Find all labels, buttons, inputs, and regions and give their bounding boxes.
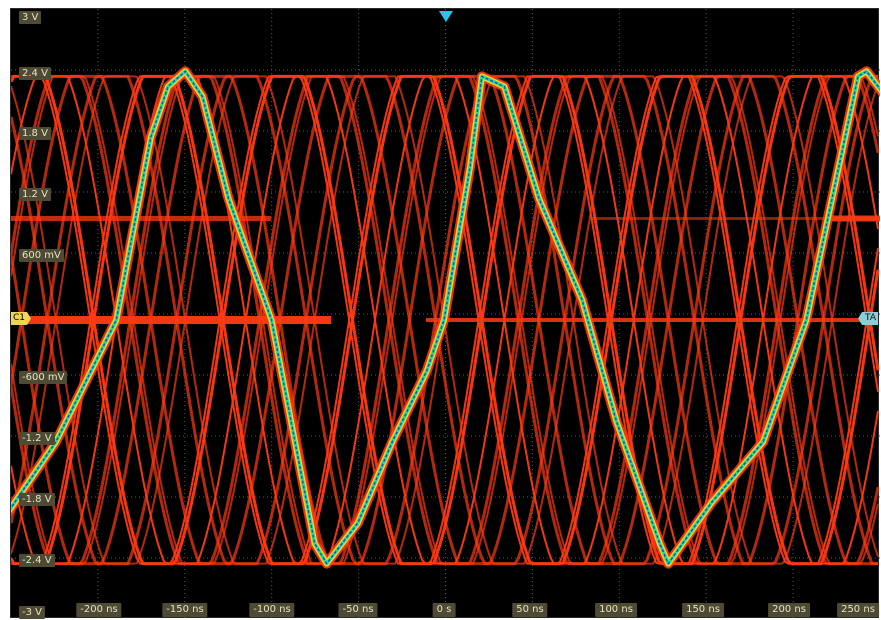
y-tick-label: 1.2 V: [19, 188, 51, 201]
y-tick-label: 3 V: [19, 11, 42, 24]
trigger-position-marker[interactable]: [439, 11, 453, 22]
x-tick-label: 150 ns: [682, 603, 724, 617]
y-tick-label: -3 V: [19, 606, 45, 619]
y-tick-label: 1.8 V: [19, 127, 51, 140]
x-tick-label: 250 ns: [837, 603, 879, 617]
waveform-plot: [11, 9, 880, 619]
oscilloscope-display: 3 V 2.4 V 1.8 V 1.2 V 600 mV -600 mV -1.…: [10, 8, 880, 619]
trigger-level-marker[interactable]: TA: [858, 312, 878, 325]
dominant-trace-core: [11, 70, 880, 565]
ghost-trace: [11, 74, 880, 566]
x-tick-label: 100 ns: [595, 603, 637, 617]
x-tick-label: -200 ns: [76, 603, 122, 617]
ghost-trace: [11, 75, 879, 565]
y-tick-label: -2.4 V: [19, 554, 55, 567]
channel-marker[interactable]: C1: [11, 312, 32, 325]
x-tick-label: -150 ns: [162, 603, 208, 617]
ghost-trace: [11, 74, 878, 566]
x-tick-label: 50 ns: [512, 603, 548, 617]
x-tick-label: -50 ns: [338, 603, 378, 617]
x-tick-label: 0 s: [432, 603, 456, 617]
ghost-trace: [11, 75, 879, 565]
y-tick-label: -600 mV: [19, 371, 68, 384]
y-tick-label: 600 mV: [19, 249, 64, 262]
ghost-trace: [11, 74, 878, 566]
y-tick-label: 2.4 V: [19, 67, 51, 80]
x-tick-label: 200 ns: [768, 603, 810, 617]
y-tick-label: -1.8 V: [19, 493, 55, 506]
ghost-trace: [11, 74, 880, 566]
y-tick-label: -1.2 V: [19, 432, 55, 445]
x-tick-label: -100 ns: [249, 603, 295, 617]
